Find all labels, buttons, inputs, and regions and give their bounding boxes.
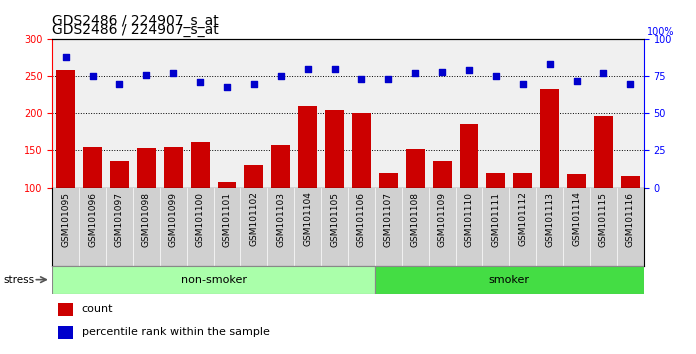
Text: GSM101115: GSM101115 xyxy=(599,192,608,246)
Text: GSM101108: GSM101108 xyxy=(411,192,420,246)
Point xyxy=(329,66,340,72)
Point xyxy=(60,54,71,59)
Bar xyxy=(433,161,452,262)
Text: GDS2486 / 224907_s_at: GDS2486 / 224907_s_at xyxy=(52,23,219,37)
Bar xyxy=(110,161,129,262)
Bar xyxy=(58,303,73,316)
Point xyxy=(302,66,313,72)
Text: 100%: 100% xyxy=(647,27,675,37)
Text: GSM101097: GSM101097 xyxy=(115,192,124,246)
Point xyxy=(544,61,555,67)
Text: count: count xyxy=(82,304,113,314)
Bar xyxy=(487,173,505,262)
Point xyxy=(275,73,286,79)
Bar xyxy=(406,149,425,262)
Text: GSM101100: GSM101100 xyxy=(196,192,205,246)
Text: GSM101113: GSM101113 xyxy=(545,192,554,246)
Point xyxy=(114,81,125,86)
Text: GDS2486 / 224907_s_at: GDS2486 / 224907_s_at xyxy=(52,14,219,28)
Point xyxy=(464,67,475,73)
Point xyxy=(598,70,609,76)
Text: GSM101105: GSM101105 xyxy=(330,192,339,246)
Point xyxy=(383,76,394,82)
Point xyxy=(517,81,528,86)
Point xyxy=(410,70,421,76)
Bar xyxy=(56,70,75,262)
Bar xyxy=(83,147,102,262)
Point xyxy=(168,70,179,76)
Text: GSM101112: GSM101112 xyxy=(519,192,528,246)
Point xyxy=(356,76,367,82)
Bar xyxy=(325,110,344,262)
Text: GSM101107: GSM101107 xyxy=(383,192,393,246)
Text: GSM101104: GSM101104 xyxy=(303,192,313,246)
Point xyxy=(221,84,232,89)
Bar xyxy=(191,142,209,262)
Text: GSM101109: GSM101109 xyxy=(438,192,447,246)
Bar xyxy=(244,165,263,262)
Text: non-smoker: non-smoker xyxy=(180,275,246,285)
Bar xyxy=(379,173,397,262)
Text: smoker: smoker xyxy=(489,275,530,285)
Bar xyxy=(540,90,559,262)
Point xyxy=(490,73,501,79)
Text: GSM101114: GSM101114 xyxy=(572,192,581,246)
Point xyxy=(248,81,260,86)
Bar xyxy=(514,173,532,262)
Point xyxy=(625,81,636,86)
Point xyxy=(141,72,152,78)
Point xyxy=(571,78,582,84)
Bar xyxy=(299,106,317,262)
Bar xyxy=(58,326,73,339)
Text: GSM101110: GSM101110 xyxy=(464,192,473,246)
Bar xyxy=(52,266,375,294)
Bar xyxy=(594,115,613,262)
Text: GSM101095: GSM101095 xyxy=(61,192,70,246)
Bar xyxy=(164,148,182,262)
Point xyxy=(436,69,448,74)
Text: GSM101101: GSM101101 xyxy=(223,192,232,246)
Bar xyxy=(218,182,237,262)
Text: GSM101116: GSM101116 xyxy=(626,192,635,246)
Point xyxy=(87,73,98,79)
Text: GSM101106: GSM101106 xyxy=(357,192,366,246)
Text: GSM101096: GSM101096 xyxy=(88,192,97,246)
Text: stress: stress xyxy=(3,275,35,285)
Text: GSM101102: GSM101102 xyxy=(249,192,258,246)
Text: GSM101111: GSM101111 xyxy=(491,192,500,246)
Text: GSM101099: GSM101099 xyxy=(168,192,177,246)
Text: percentile rank within the sample: percentile rank within the sample xyxy=(82,327,269,337)
Text: GSM101103: GSM101103 xyxy=(276,192,285,246)
Bar xyxy=(375,266,644,294)
Point xyxy=(194,79,205,85)
Text: GSM101098: GSM101098 xyxy=(142,192,151,246)
Bar xyxy=(137,148,156,262)
Bar xyxy=(352,113,371,262)
Bar xyxy=(621,176,640,262)
Bar xyxy=(567,174,586,262)
Bar xyxy=(459,124,478,262)
Bar xyxy=(271,145,290,262)
